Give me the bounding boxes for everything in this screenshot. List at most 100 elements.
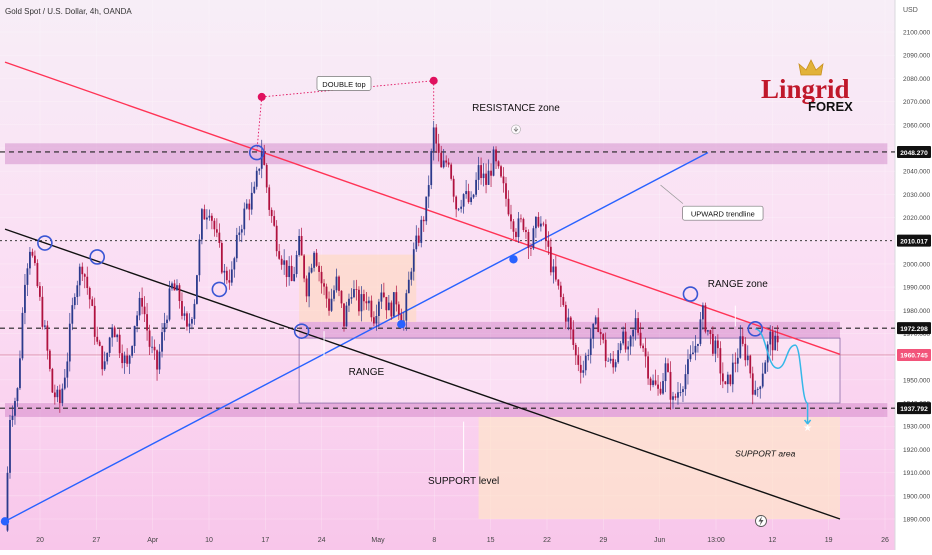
candle-body [268,187,271,210]
candle-body [295,254,298,275]
annotation-double-top: DOUBLE top [322,80,365,89]
candle-body [475,179,477,195]
candle-body [589,338,592,356]
candle-body [539,223,542,227]
candle-body [360,294,363,312]
price-label: 2010.017 [900,238,928,245]
candle-body [567,317,570,322]
candle-body [657,384,659,389]
candle-body [328,298,330,311]
candle-body [240,229,243,233]
candle-body [450,164,453,179]
candle-body [238,232,241,235]
candle-body [48,350,51,369]
x-tick-label: 27 [92,537,100,544]
price-label: 1937.792 [900,406,928,413]
x-tick-label: Apr [147,537,159,544]
candle-body [554,266,557,280]
candle-body [487,170,490,185]
candle-body [512,221,515,232]
candle-body [500,166,502,177]
candle-body [380,292,383,302]
candle-body [597,317,600,332]
candle-body [465,191,468,195]
candle-body [634,318,637,330]
brand-sub: FOREX [808,99,853,114]
candle-body [602,334,605,340]
candle-body [56,389,59,398]
candle-body [736,357,739,364]
candle-body [410,271,413,280]
candle-body [101,345,104,370]
candle-body [36,263,39,287]
y-tick-label: 2080.000 [903,76,930,83]
candle-body [34,255,36,264]
x-tick-label: Jun [654,537,665,544]
candle-body [587,355,590,356]
pivot-circle [747,321,764,337]
candle-body [552,266,555,273]
candle-body [734,362,737,364]
annotation-upward-trendline-box [682,205,764,221]
zone-support-band [5,403,888,417]
candle-body [146,314,148,331]
candle-body [253,186,256,193]
candle-body [756,389,759,390]
candle-body [609,358,612,361]
candle-body [405,293,408,321]
price-label-box [897,348,931,361]
x-tick-label: 12 [768,537,776,544]
candle-body [203,209,206,220]
double-top-connector [261,80,434,98]
y-tick-label: 1970.000 [903,331,930,338]
candle-body [502,176,505,184]
candle-body [470,197,473,203]
candle-body [83,274,86,277]
lightning-icon[interactable] [755,515,767,527]
candle-body [385,296,388,311]
candle-body [91,299,94,306]
price-axis-background [895,0,932,550]
candle-body [407,279,410,294]
candle-body [480,165,482,179]
candle-body [375,316,378,324]
candle-body [66,361,69,378]
lingrid-logo: Lingrid FOREX [761,59,853,114]
y-tick-label: 2030.000 [903,192,930,199]
candle-body [193,303,196,319]
candle-body [594,317,597,324]
candle-body [432,127,435,152]
candle-body [395,292,398,305]
candle-body [285,260,288,278]
candle-body [196,275,198,304]
candle-body [490,170,492,176]
candle-body [776,335,779,343]
candle-body [19,358,21,389]
candle-body [86,276,89,289]
candle-body [726,374,729,385]
candle-body [98,341,101,346]
candle-body [181,301,183,316]
candle-body [233,258,236,270]
crown-icon [798,59,824,76]
candle-body [749,355,752,374]
candle-body [136,315,139,326]
candle-body [689,354,692,360]
candle-body [759,386,762,390]
price-label-box [897,402,931,415]
candle-body [188,323,191,327]
candle-body [674,396,677,398]
candle-body [26,268,29,285]
candle-body [719,348,722,374]
candle-body [41,296,44,327]
annotation-support-level: SUPPORT level [428,476,499,487]
candle-body [213,220,216,230]
candle-body [21,312,24,359]
double-top-dot [257,92,266,101]
candle-body [557,279,560,286]
candle-body [422,219,425,222]
candle-body [370,300,373,318]
candle-body [118,334,121,354]
candle-body [430,151,433,186]
